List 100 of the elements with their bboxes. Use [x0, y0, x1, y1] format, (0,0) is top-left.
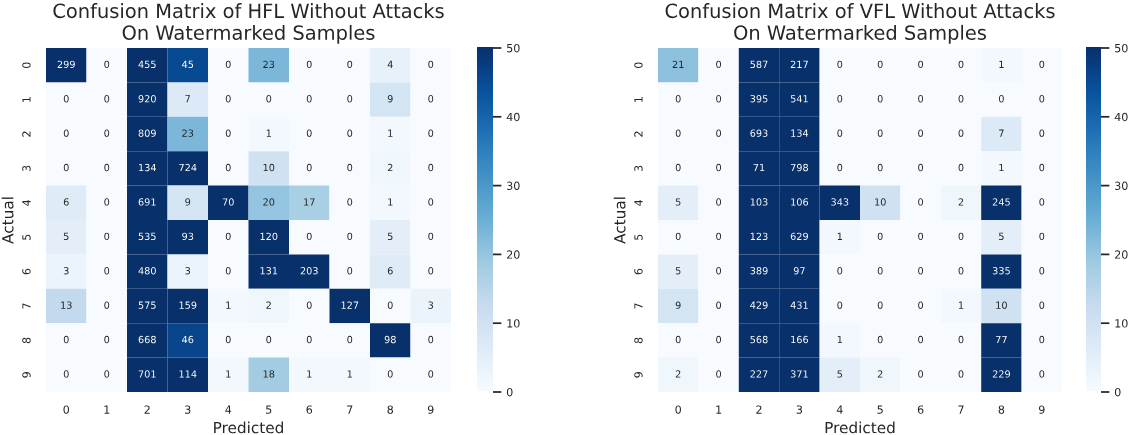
y-tick-label: 4 [634, 199, 643, 206]
data-label: 0 [347, 267, 353, 275]
data-label: 0 [918, 163, 924, 172]
data-label: 21 [672, 60, 684, 68]
data-label: 0 [1039, 198, 1045, 206]
data-label: 17 [304, 198, 315, 206]
data-label: 0 [347, 60, 353, 69]
data-label: 455 [138, 60, 156, 69]
data-label: 1 [266, 129, 271, 137]
x-tick-label: 5 [877, 405, 883, 414]
data-label: 0 [837, 267, 843, 275]
color-bar-label: 10 [1115, 319, 1128, 328]
data-label: 0 [1039, 301, 1045, 309]
data-label: 0 [428, 198, 434, 206]
color-bar-label: 40 [506, 112, 520, 122]
y-tick-label: 8 [634, 337, 643, 344]
data-label: 123 [750, 232, 768, 241]
data-label: 0 [225, 60, 231, 69]
data-label: 70 [222, 198, 234, 206]
data-label: 3 [185, 267, 191, 275]
x-tick-label: 7 [958, 405, 964, 414]
data-label: 431 [790, 301, 808, 309]
data-label: 93 [182, 232, 194, 241]
data-label: 0 [1039, 232, 1045, 241]
data-label: 0 [428, 232, 434, 241]
data-label: 0 [63, 95, 69, 103]
data-label: 0 [225, 163, 231, 172]
y-tick-label: 7 [22, 303, 31, 309]
data-label: 0 [958, 370, 964, 378]
data-label: 1 [226, 301, 231, 309]
data-label: 0 [104, 267, 110, 275]
x-tick-label: 9 [427, 405, 434, 414]
x-tick-label: 0 [675, 405, 681, 414]
data-label: 2 [958, 198, 964, 206]
data-label: 0 [918, 335, 924, 344]
data-label: 0 [675, 129, 681, 137]
data-label: 480 [138, 267, 156, 275]
chart-title: Confusion Matrix of HFL Without Attacks On Watermarked Samples [53, 3, 444, 44]
y-tick-label: 6 [22, 268, 31, 275]
data-label: 0 [716, 198, 722, 206]
data-label: 299 [57, 60, 75, 69]
data-label: 71 [753, 163, 765, 172]
data-label: 114 [179, 370, 197, 378]
y-axis-title: Actual [1, 197, 14, 244]
data-label: 0 [306, 301, 312, 309]
data-label: 0 [918, 60, 924, 69]
y-tick-label: 3 [634, 165, 643, 172]
data-label: 0 [716, 60, 722, 69]
color-bar-label: 0 [1114, 387, 1121, 397]
data-label: 0 [1039, 60, 1045, 69]
data-label: 429 [750, 301, 768, 309]
data-label: 0 [1039, 370, 1045, 378]
data-label: 0 [675, 163, 681, 172]
data-label: 343 [831, 198, 849, 206]
data-label: 0 [63, 163, 69, 172]
x-tick-label: 9 [1038, 405, 1045, 414]
data-label: 5 [837, 370, 843, 378]
data-label: 0 [428, 163, 434, 172]
data-label: 0 [347, 232, 353, 241]
data-label: 106 [791, 198, 809, 206]
data-label: 0 [104, 60, 110, 69]
data-label: 0 [104, 95, 110, 103]
data-label: 0 [306, 60, 312, 69]
data-label: 159 [179, 301, 197, 309]
y-tick-label: 1 [22, 97, 31, 102]
data-label: 389 [750, 267, 768, 275]
data-label: 2 [266, 301, 271, 309]
data-label: 0 [716, 129, 722, 137]
y-tick-label: 2 [634, 131, 643, 137]
data-label: 0 [306, 163, 312, 172]
x-tick-label: 6 [306, 405, 313, 414]
data-label: 0 [837, 60, 843, 69]
data-label: 0 [428, 370, 434, 378]
data-label: 0 [306, 335, 312, 344]
color-bar-label: 30 [1115, 181, 1128, 190]
data-label: 13 [61, 301, 72, 309]
data-label: 575 [138, 301, 156, 309]
data-label: 0 [306, 129, 312, 137]
data-label: 809 [138, 129, 156, 137]
data-label: 131 [260, 267, 278, 275]
data-label: 3 [63, 267, 69, 275]
data-label: 0 [716, 267, 722, 275]
data-label: 693 [750, 129, 768, 137]
data-label: 2 [675, 370, 681, 378]
y-tick-label: 7 [634, 303, 643, 309]
data-label: 0 [877, 267, 883, 275]
data-label: 0 [387, 370, 393, 378]
data-label: 5 [675, 198, 681, 206]
data-label: 1 [226, 370, 231, 378]
data-label: 0 [347, 335, 353, 344]
data-label: 45 [182, 60, 194, 69]
data-label: 10 [996, 301, 1007, 309]
data-label: 7 [185, 95, 191, 103]
x-tick-label: 1 [716, 405, 722, 414]
data-label: 5 [675, 267, 681, 275]
data-label: 0 [428, 95, 434, 103]
data-label: 5 [387, 232, 393, 241]
data-label: 6 [63, 198, 69, 206]
data-label: 0 [958, 95, 964, 103]
data-label: 0 [837, 129, 843, 137]
